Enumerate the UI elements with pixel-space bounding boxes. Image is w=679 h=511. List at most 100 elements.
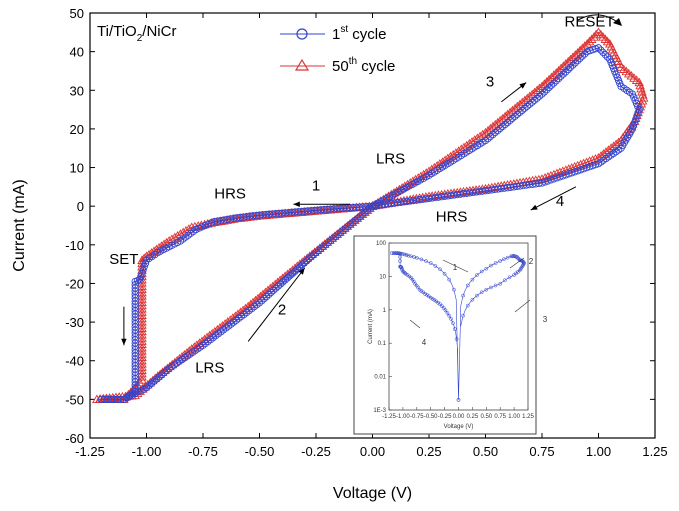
inset-data-point [391, 251, 396, 255]
data-point [634, 77, 644, 87]
inset-data-point [451, 321, 455, 325]
inset-data-point [484, 266, 489, 271]
x-tick-label: 0.25 [416, 444, 441, 459]
inset-data-point [489, 263, 493, 268]
data-point [361, 208, 369, 216]
inset-data-point [402, 252, 407, 257]
inset-data-point [479, 269, 484, 274]
x-axis-label: Voltage (V) [333, 485, 412, 502]
data-point [305, 255, 313, 263]
data-point [574, 56, 582, 65]
data-point [141, 259, 150, 268]
inset-data-point [498, 259, 503, 263]
x-tick-label: 0.50 [473, 444, 498, 459]
data-point [255, 299, 264, 307]
legend-label: 50th cycle [332, 56, 395, 75]
data-point [513, 110, 522, 118]
y-tick-label: -40 [65, 354, 84, 369]
data-point [322, 240, 330, 249]
legend-label-part: 50 [332, 58, 349, 75]
data-point [629, 122, 638, 130]
y-tick-label: 0 [77, 199, 84, 214]
data-point [584, 36, 595, 46]
data-point [327, 236, 335, 245]
inset-data-point [428, 261, 433, 265]
inset-x-tick-label: -0.75 [410, 414, 424, 420]
x-tick-label: -0.25 [301, 444, 331, 459]
data-point [586, 34, 597, 43]
data-point [576, 54, 584, 62]
legend-label-sup: th [349, 56, 357, 67]
inset-data-point [489, 285, 493, 290]
inset-data-point [445, 311, 450, 315]
data-point [277, 280, 285, 288]
data-point [545, 83, 553, 92]
data-point [481, 136, 490, 145]
y-tick-label: -30 [65, 315, 84, 330]
annotation-label: LRS [376, 151, 405, 168]
data-point [600, 34, 611, 43]
inset-annotation: 1 [453, 263, 458, 272]
data-point [368, 202, 377, 210]
inset-arrow [442, 259, 469, 273]
y-tick-label: 10 [70, 161, 84, 176]
data-point [140, 263, 148, 271]
x-tick-label: 1.00 [586, 444, 611, 459]
data-point [484, 134, 492, 143]
data-point [582, 38, 592, 48]
data-point [332, 232, 340, 241]
data-point [293, 265, 301, 273]
main-plot: -1.25 -1.00 -0.75 -0.50 -0.25 0.00 0.25 0.50 0.7… [11, 6, 668, 502]
arrow-head [530, 204, 538, 211]
legend-marker [294, 58, 310, 71]
inset-arrow [514, 299, 531, 313]
inset-data-point [395, 251, 400, 255]
data-point [262, 292, 271, 301]
inset-data-point [447, 313, 452, 318]
inset-data-point [493, 261, 498, 265]
data-point [635, 105, 643, 114]
inset-annotation: 3 [543, 315, 548, 324]
data-point [562, 68, 570, 76]
inset-y-tick-label: 10 [379, 274, 386, 280]
arrow-1 [293, 201, 350, 207]
x-tick-label: 1.25 [642, 444, 667, 459]
data-point [269, 286, 278, 294]
data-point [201, 339, 210, 347]
inset-data-point [393, 251, 398, 255]
inset-data-point [502, 257, 506, 262]
data-point [155, 373, 163, 381]
data-point [288, 269, 297, 278]
data-point [250, 302, 259, 311]
inset-data-point [425, 293, 429, 297]
inset-data-point [389, 251, 394, 255]
data-point [138, 269, 146, 277]
inset-y-tick-label: 1E-3 [373, 408, 386, 414]
data-point [147, 379, 156, 388]
data-point [307, 253, 315, 261]
data-point [566, 63, 575, 71]
inset-data-point [507, 275, 512, 280]
arrow-shaft [247, 267, 306, 342]
inset-data-point [419, 257, 424, 262]
data-point [631, 118, 639, 127]
data-point [601, 51, 609, 59]
data-point [636, 83, 646, 93]
inset-data-point [409, 254, 414, 259]
inset-data-point [493, 283, 498, 288]
data-point [486, 132, 495, 141]
legend-marker [296, 28, 308, 40]
inset-data-point [414, 255, 419, 260]
inset-data-point [443, 308, 448, 313]
data-point [552, 77, 560, 85]
inset-data-point [452, 287, 456, 292]
data-point [227, 320, 235, 328]
data-point [281, 276, 290, 284]
inset-data-point [465, 283, 470, 288]
inset-data-point [399, 251, 403, 256]
annotation-label: 2 [278, 301, 286, 318]
inset-arrow [509, 257, 525, 269]
inset-x-axis-label: Voltage (V) [444, 424, 474, 430]
inset-data-point [461, 293, 465, 298]
